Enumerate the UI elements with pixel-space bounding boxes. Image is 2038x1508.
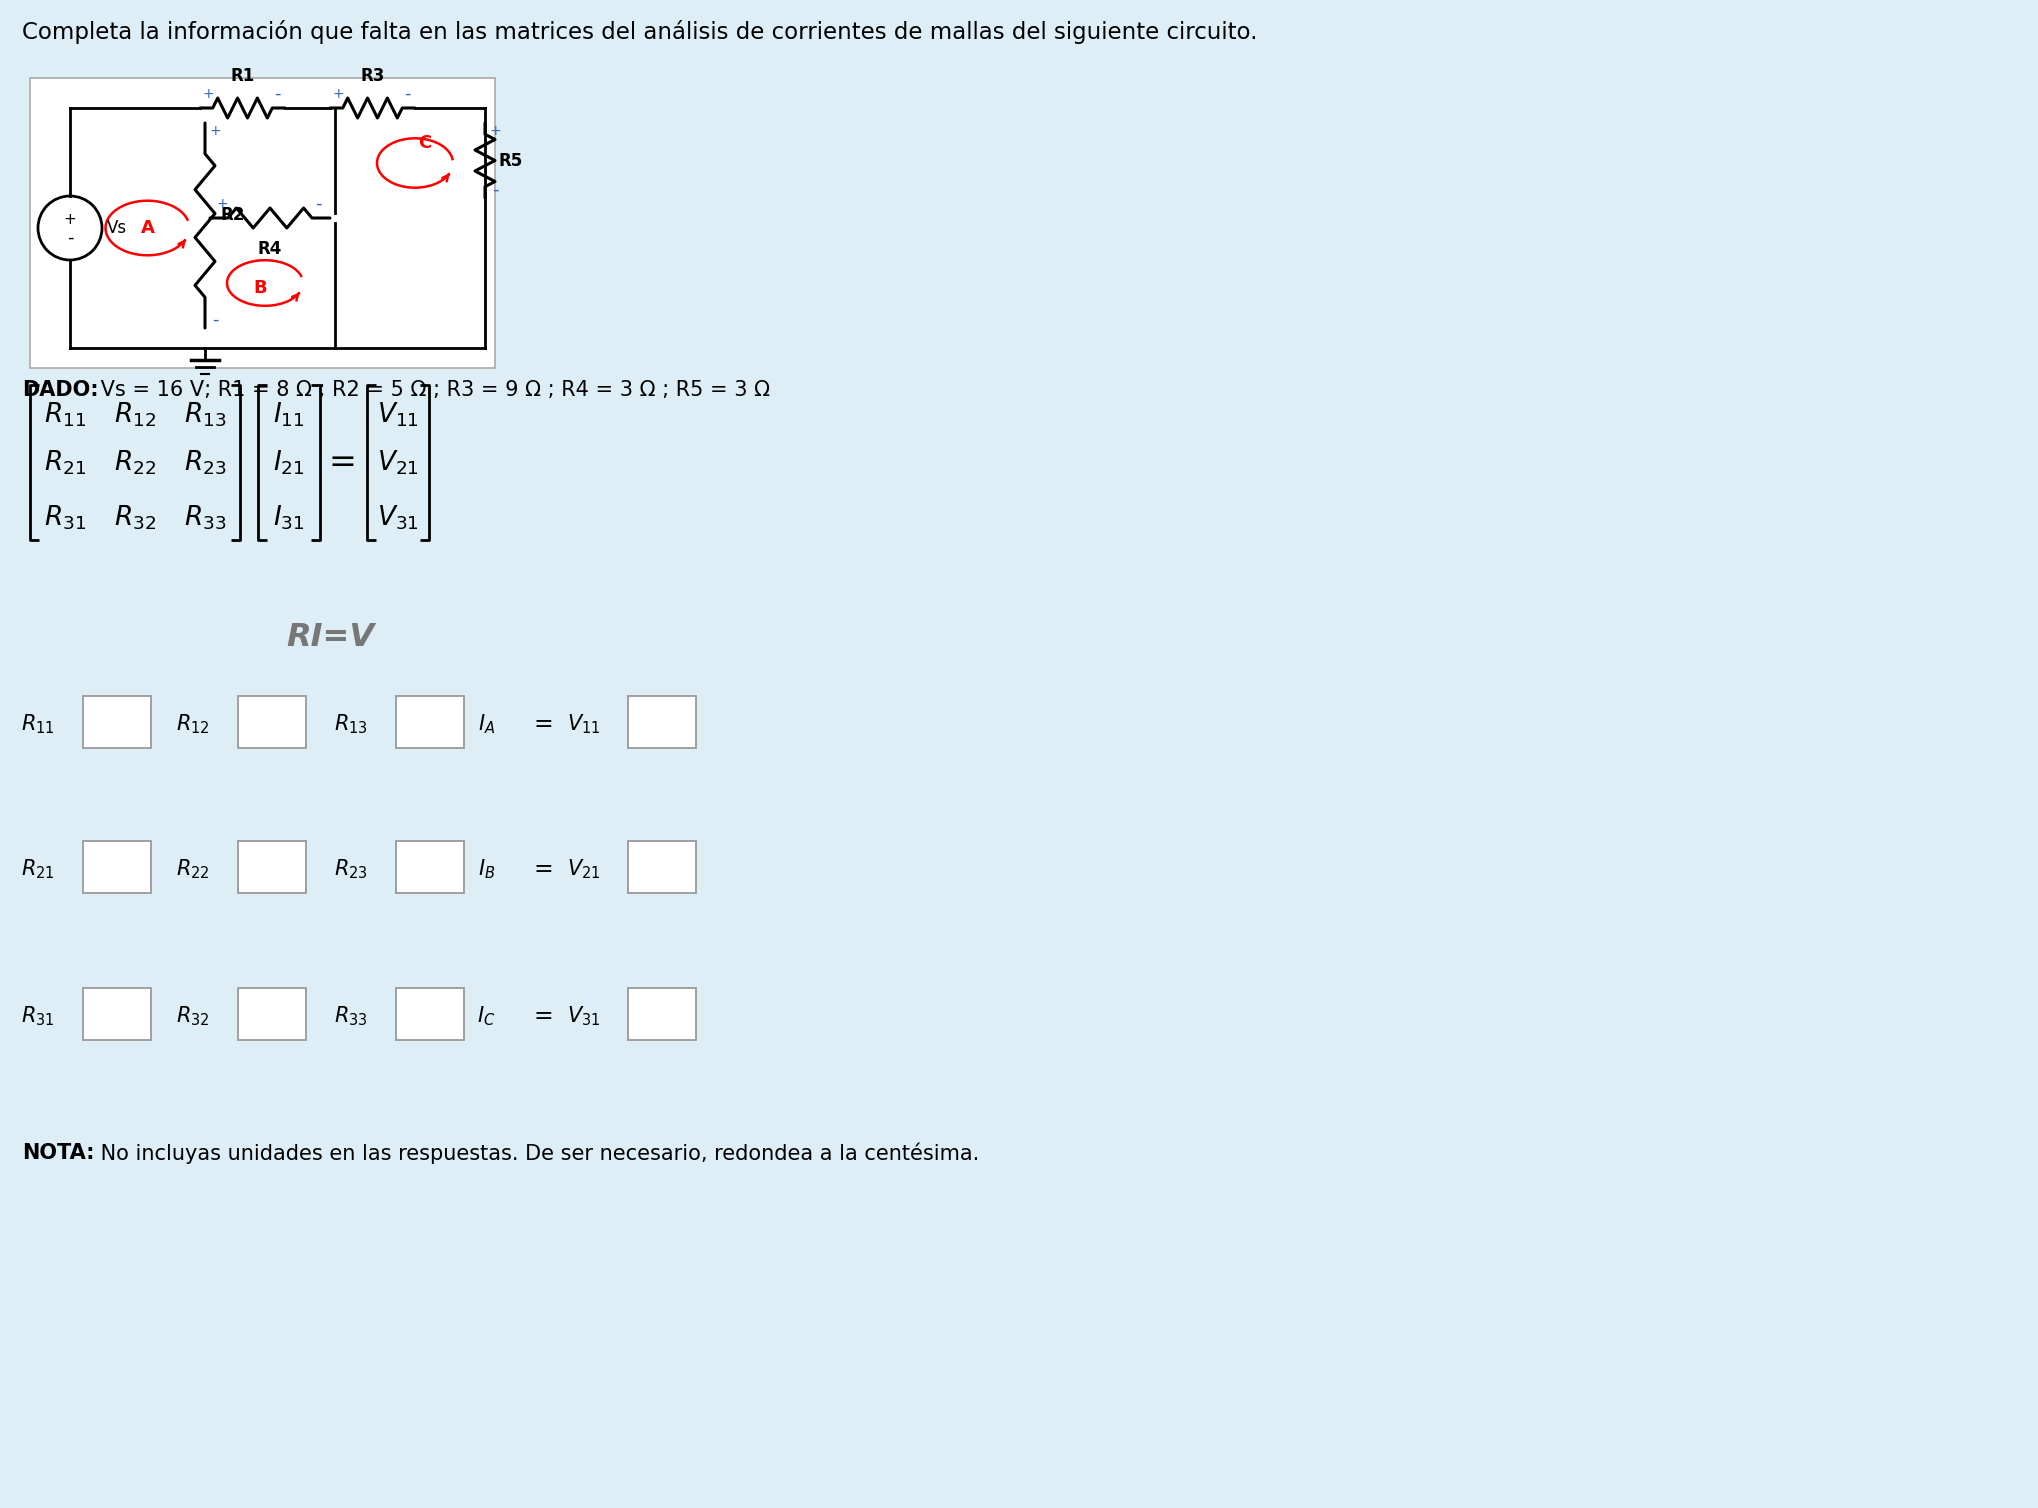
Text: $R_{11}$: $R_{11}$ <box>45 401 86 430</box>
Text: R1: R1 <box>230 66 255 84</box>
Text: =: = <box>534 857 552 881</box>
Text: $V_{21}$: $V_{21}$ <box>377 448 420 477</box>
Text: $R_{11}$: $R_{11}$ <box>20 712 55 736</box>
Text: $R_{13}$: $R_{13}$ <box>334 712 369 736</box>
Text: C: C <box>418 134 432 152</box>
FancyBboxPatch shape <box>84 988 151 1041</box>
Text: $R_{13}$: $R_{13}$ <box>183 401 226 430</box>
Text: -: - <box>404 84 410 103</box>
Text: +: + <box>489 124 501 139</box>
Text: $I_{31}$: $I_{31}$ <box>273 504 306 532</box>
Text: $I_C$: $I_C$ <box>477 1004 495 1028</box>
Text: -: - <box>67 229 73 247</box>
Text: +: + <box>332 87 344 101</box>
Text: DADO:: DADO: <box>22 380 98 400</box>
FancyBboxPatch shape <box>628 697 697 748</box>
Text: B: B <box>253 279 267 297</box>
Text: $R_{33}$: $R_{33}$ <box>334 1004 369 1028</box>
FancyBboxPatch shape <box>628 841 697 893</box>
FancyBboxPatch shape <box>628 988 697 1041</box>
Text: =: = <box>328 446 357 480</box>
FancyBboxPatch shape <box>84 841 151 893</box>
Text: -: - <box>273 84 281 103</box>
Text: =: = <box>534 712 552 736</box>
Text: $R_{23}$: $R_{23}$ <box>334 857 369 881</box>
Text: +: + <box>216 198 228 211</box>
Text: $R_{22}$: $R_{22}$ <box>177 857 210 881</box>
Text: $R_{33}$: $R_{33}$ <box>183 504 226 532</box>
Text: NOTA:: NOTA: <box>22 1143 94 1163</box>
Text: $R_{12}$: $R_{12}$ <box>114 401 157 430</box>
FancyBboxPatch shape <box>31 78 495 368</box>
Text: $I_{11}$: $I_{11}$ <box>273 401 306 430</box>
Text: R2: R2 <box>220 207 245 225</box>
Text: $V_{11}$: $V_{11}$ <box>377 401 420 430</box>
Text: $I_A$: $I_A$ <box>477 712 495 736</box>
Text: R5: R5 <box>499 151 524 169</box>
FancyBboxPatch shape <box>238 988 306 1041</box>
Text: +: + <box>202 87 214 101</box>
Text: R3: R3 <box>361 66 385 84</box>
Text: $R_{12}$: $R_{12}$ <box>177 712 210 736</box>
FancyBboxPatch shape <box>238 841 306 893</box>
Text: $I_B$: $I_B$ <box>477 857 495 881</box>
Text: -: - <box>491 181 497 199</box>
Text: A: A <box>141 219 155 237</box>
Text: Vs = 16 V; R1 = 8 Ω ; R2 = 5 Ω ; R3 = 9 Ω ; R4 = 3 Ω ; R5 = 3 Ω: Vs = 16 V; R1 = 8 Ω ; R2 = 5 Ω ; R3 = 9 … <box>94 380 770 400</box>
Text: $R_{32}$: $R_{32}$ <box>114 504 157 532</box>
Text: $V_{31}$: $V_{31}$ <box>377 504 420 532</box>
Text: $R_{23}$: $R_{23}$ <box>183 448 226 477</box>
Text: $V_{21}$: $V_{21}$ <box>567 857 599 881</box>
Text: RI=V: RI=V <box>285 623 375 653</box>
Text: $R_{31}$: $R_{31}$ <box>20 1004 55 1028</box>
FancyBboxPatch shape <box>238 697 306 748</box>
Text: $I_{21}$: $I_{21}$ <box>273 448 306 477</box>
FancyBboxPatch shape <box>84 697 151 748</box>
Text: $R_{21}$: $R_{21}$ <box>20 857 55 881</box>
Text: $V_{31}$: $V_{31}$ <box>567 1004 599 1028</box>
Text: +: + <box>63 211 75 226</box>
Text: $V_{11}$: $V_{11}$ <box>567 712 599 736</box>
Text: R4: R4 <box>259 240 281 258</box>
Text: -: - <box>314 195 322 213</box>
Text: Vs: Vs <box>108 219 126 237</box>
Text: $R_{21}$: $R_{21}$ <box>45 448 86 477</box>
Text: No incluyas unidades en las respuestas. De ser necesario, redondea a la centésim: No incluyas unidades en las respuestas. … <box>94 1143 978 1164</box>
Text: Completa la información que falta en las matrices del análisis de corrientes de : Completa la información que falta en las… <box>22 20 1257 44</box>
Text: $R_{32}$: $R_{32}$ <box>177 1004 210 1028</box>
FancyBboxPatch shape <box>395 988 465 1041</box>
Text: $R_{31}$: $R_{31}$ <box>45 504 86 532</box>
FancyBboxPatch shape <box>395 697 465 748</box>
Text: =: = <box>534 1004 552 1028</box>
Text: +: + <box>210 124 220 139</box>
Text: $R_{22}$: $R_{22}$ <box>114 448 157 477</box>
Text: -: - <box>212 311 218 329</box>
FancyBboxPatch shape <box>395 841 465 893</box>
